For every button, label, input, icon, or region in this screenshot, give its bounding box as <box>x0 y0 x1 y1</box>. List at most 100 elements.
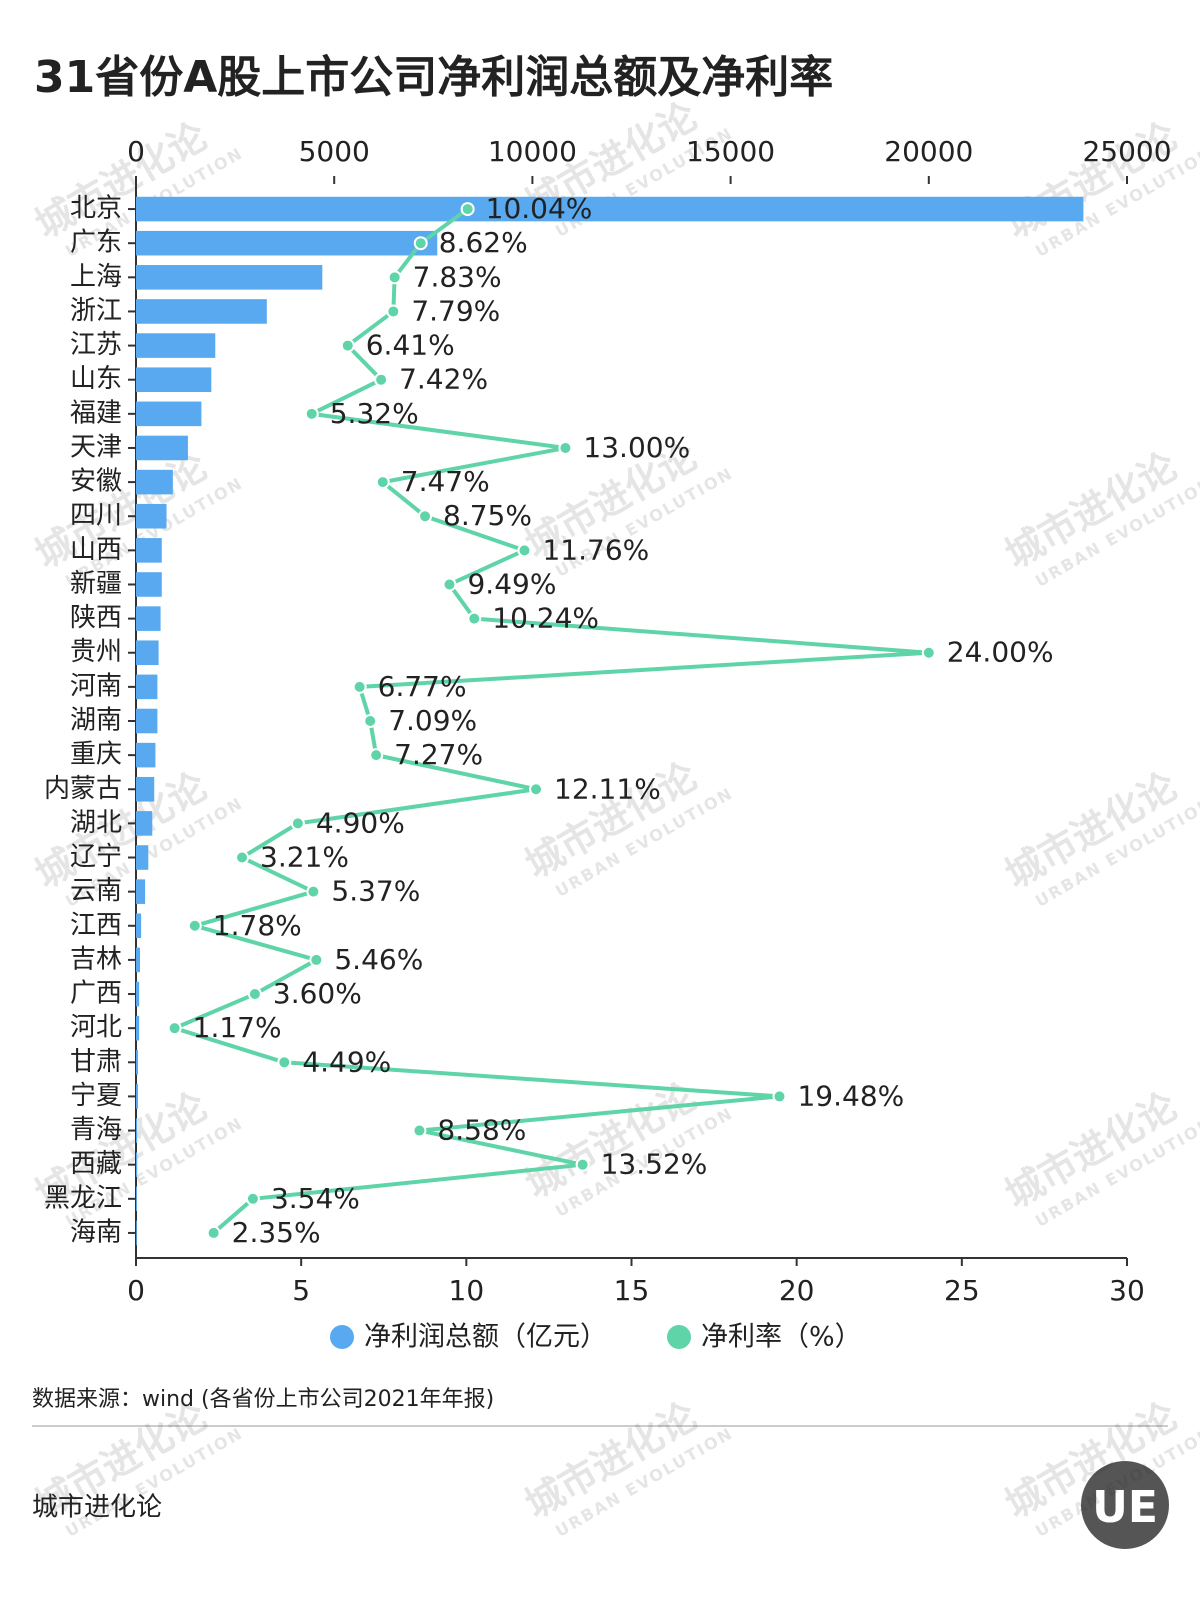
bar <box>136 503 167 529</box>
bar <box>136 640 159 666</box>
point <box>206 1225 221 1240</box>
data-label: 10.04% <box>486 192 593 225</box>
point <box>290 816 305 831</box>
legend-swatch <box>330 1325 354 1349</box>
data-label: 8.58% <box>437 1114 526 1147</box>
data-label: 12.11% <box>554 772 661 805</box>
bar <box>136 230 438 256</box>
bar <box>136 265 323 290</box>
bar <box>136 913 142 939</box>
point <box>529 782 544 797</box>
y-tick-label: 云南 <box>70 876 122 906</box>
y-tick-label: 河南 <box>70 671 122 701</box>
data-label: 1.17% <box>193 1011 282 1044</box>
data-label: 13.00% <box>583 431 690 464</box>
x2-tick-label: 30 <box>1109 1274 1145 1307</box>
y-tick-label: 辽宁 <box>70 842 122 872</box>
legend-label: 净利润总额（亿元） <box>364 1322 607 1353</box>
y-tick-label: 四川 <box>70 501 122 531</box>
bar <box>136 1152 138 1177</box>
y-tick-label: 贵州 <box>70 637 122 667</box>
bar <box>136 1118 138 1143</box>
point <box>412 1123 427 1138</box>
x2-tick-label: 20 <box>779 1274 815 1307</box>
bar <box>136 367 212 392</box>
bar <box>136 879 146 904</box>
point <box>442 577 457 592</box>
x2-tick-label: 25 <box>944 1274 980 1307</box>
data-label: 7.09% <box>388 704 477 737</box>
y-tick-label: 天津 <box>70 432 122 462</box>
bar <box>136 708 158 734</box>
y-tick-label: 广西 <box>70 979 122 1009</box>
point <box>309 952 324 967</box>
point <box>921 645 936 660</box>
y-tick-label: 重庆 <box>70 740 122 770</box>
point <box>187 918 202 933</box>
y-tick-label: 安徽 <box>70 467 122 497</box>
bar <box>136 811 153 836</box>
y-tick-label: 江苏 <box>70 330 122 360</box>
x2-tick-label: 5 <box>292 1274 310 1307</box>
y-tick-label: 甘肃 <box>70 1047 122 1077</box>
point <box>245 1191 260 1206</box>
bar <box>136 538 162 563</box>
point <box>413 236 428 251</box>
bar <box>136 401 202 427</box>
data-label: 4.90% <box>316 806 405 839</box>
data-label: 1.78% <box>213 909 302 942</box>
bar <box>136 845 149 870</box>
data-label: 8.62% <box>439 226 528 259</box>
data-label: 3.21% <box>260 841 349 874</box>
data-label: 5.37% <box>331 875 420 908</box>
x-tick-label: 5000 <box>299 135 370 168</box>
data-label: 7.47% <box>401 465 490 498</box>
data-label: 6.41% <box>366 329 455 362</box>
y-tick-label: 吉林 <box>70 944 122 974</box>
y-tick-label: 湖北 <box>70 808 122 838</box>
data-label: 24.00% <box>947 636 1054 669</box>
point <box>375 475 390 490</box>
y-tick-label: 河北 <box>70 1013 122 1043</box>
data-label: 3.60% <box>273 977 362 1010</box>
x-tick-label: 0 <box>127 135 145 168</box>
chart-title: 31省份A股上市公司净利润总额及净利率 <box>34 52 833 103</box>
x2-tick-label: 10 <box>449 1274 485 1307</box>
bar <box>136 1050 138 1075</box>
point <box>460 202 475 217</box>
bar <box>136 606 161 631</box>
data-label: 10.24% <box>492 602 599 635</box>
point <box>369 748 384 763</box>
y-tick-label: 内蒙古 <box>44 774 122 804</box>
bar <box>136 196 1084 222</box>
point <box>467 611 482 626</box>
data-label: 5.32% <box>330 397 419 430</box>
y-tick-label: 新疆 <box>70 569 122 599</box>
point <box>235 850 250 865</box>
data-label: 7.42% <box>399 363 488 396</box>
y-tick-label: 福建 <box>70 398 122 428</box>
source: 数据来源：wind (各省份上市公司2021年年报) <box>32 1387 494 1412</box>
data-label: 11.76% <box>542 533 649 566</box>
x-tick-label: 20000 <box>884 135 973 168</box>
point <box>340 338 355 353</box>
data-label: 8.75% <box>443 499 532 532</box>
bar <box>136 333 216 358</box>
point <box>352 679 367 694</box>
data-label: 4.49% <box>302 1045 391 1078</box>
data-label: 5.46% <box>334 943 423 976</box>
legend-swatch <box>667 1325 691 1349</box>
logo-circle <box>1081 1461 1169 1549</box>
data-label: 19.48% <box>797 1079 904 1112</box>
point <box>247 987 262 1002</box>
data-label: 3.54% <box>271 1182 360 1215</box>
data-label: 2.35% <box>232 1216 321 1249</box>
point <box>387 270 402 285</box>
y-tick-label: 山东 <box>70 364 122 394</box>
